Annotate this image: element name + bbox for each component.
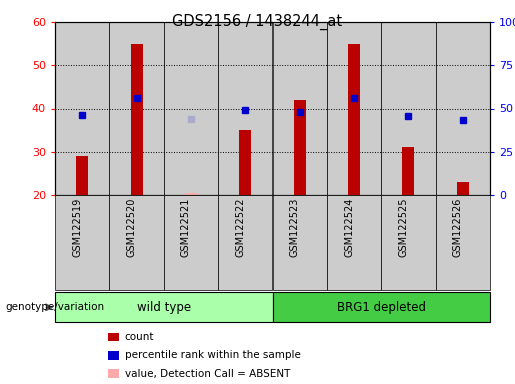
Bar bbox=[218, 195, 272, 290]
Text: GSM122521: GSM122521 bbox=[181, 198, 191, 257]
Bar bbox=[436, 195, 490, 290]
Bar bbox=[272, 22, 327, 195]
Bar bbox=[436, 22, 490, 195]
Bar bbox=[327, 22, 381, 195]
Text: count: count bbox=[125, 332, 154, 342]
Text: GSM122519: GSM122519 bbox=[72, 198, 82, 257]
Bar bbox=[348, 44, 360, 195]
Bar bbox=[272, 292, 490, 322]
Bar bbox=[327, 195, 381, 290]
Bar bbox=[185, 193, 197, 195]
Bar bbox=[402, 147, 415, 195]
Bar bbox=[457, 182, 469, 195]
Text: GSM122526: GSM122526 bbox=[453, 198, 463, 257]
Text: BRG1 depleted: BRG1 depleted bbox=[337, 301, 426, 313]
Text: genotype/variation: genotype/variation bbox=[5, 302, 104, 312]
Bar bbox=[218, 22, 272, 195]
Text: GSM122525: GSM122525 bbox=[399, 198, 408, 257]
Bar bbox=[239, 130, 251, 195]
Text: GSM122524: GSM122524 bbox=[344, 198, 354, 257]
Bar bbox=[55, 292, 272, 322]
Bar bbox=[131, 44, 143, 195]
Bar bbox=[164, 195, 218, 290]
Bar bbox=[76, 156, 88, 195]
Bar bbox=[109, 22, 164, 195]
Text: GSM122520: GSM122520 bbox=[127, 198, 136, 257]
Text: GDS2156 / 1438244_at: GDS2156 / 1438244_at bbox=[173, 13, 342, 30]
Text: wild type: wild type bbox=[136, 301, 191, 313]
Bar bbox=[55, 195, 109, 290]
Bar bbox=[381, 195, 436, 290]
Bar bbox=[294, 100, 306, 195]
Text: value, Detection Call = ABSENT: value, Detection Call = ABSENT bbox=[125, 369, 290, 379]
Bar bbox=[381, 22, 436, 195]
Text: percentile rank within the sample: percentile rank within the sample bbox=[125, 350, 301, 360]
Text: GSM122523: GSM122523 bbox=[289, 198, 300, 257]
Bar bbox=[55, 22, 109, 195]
Bar bbox=[109, 195, 164, 290]
Text: GSM122522: GSM122522 bbox=[235, 198, 245, 257]
Bar bbox=[164, 22, 218, 195]
Bar bbox=[272, 195, 327, 290]
